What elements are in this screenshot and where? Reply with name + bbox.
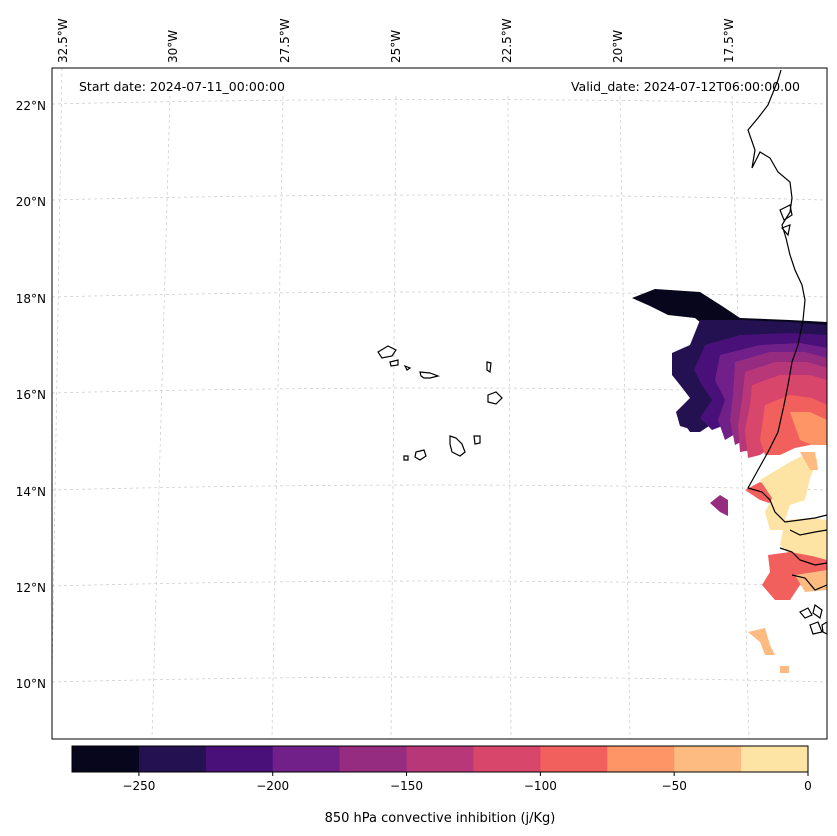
cape-verde-boa-vista [487, 391, 503, 405]
guinea-bissau-coast [779, 547, 828, 566]
cin-region-dark-edge [676, 412, 700, 432]
lat-label-10n: 10°N [16, 677, 46, 691]
map-border [51, 67, 828, 740]
lon-label-20w: 20°W [611, 30, 625, 63]
colorbar-swatch [674, 746, 742, 772]
cape-verde-brava [403, 455, 409, 461]
colorbar-swatch [473, 746, 541, 772]
parallel-18n [51, 291, 828, 298]
cin-region-peach-small [748, 628, 775, 655]
parallel-12n [51, 580, 828, 587]
parallel-16n [51, 387, 828, 394]
colorbar-swatch [205, 746, 274, 772]
lat-label-20n: 20°N [16, 195, 46, 209]
colorbar-swatch [406, 746, 474, 772]
colorbar-swatch [607, 746, 675, 772]
lon-label-25w: 25°W [389, 30, 403, 63]
meridian-22-5w [507, 95, 512, 740]
cape-verde-sao-vicente [389, 359, 399, 367]
parallel-22n [51, 99, 828, 105]
meridian-30w [151, 95, 171, 740]
valid-date-annotation: Valid_date: 2024-07-12T06:00:00.00 [571, 79, 800, 94]
colorbar-tick-label: −250 [122, 779, 155, 793]
graticule [51, 67, 828, 740]
lat-label-18n: 18°N [16, 292, 46, 306]
cape-verde-sal [486, 361, 492, 374]
colorbar-tick-label: −200 [256, 779, 289, 793]
colorbar-tick-label: −150 [390, 779, 423, 793]
parallel-20n [51, 194, 828, 201]
parallel-10n [51, 676, 828, 683]
colorbar-swatch [741, 746, 809, 772]
cin-region-peach-south [800, 452, 818, 470]
colorbar-label: 850 hPa convective inhibition (j/Kg) [325, 811, 556, 826]
cape-verde-santiago [449, 435, 466, 457]
cape-verde-santo-antao [377, 345, 397, 359]
cape-verde-maio [473, 435, 481, 445]
cin-region-peach-coast [795, 570, 827, 592]
colorbar-tick-label: −100 [524, 779, 557, 793]
colorbar-swatch [72, 746, 140, 772]
lon-label-30w: 30°W [166, 30, 180, 63]
latitude-labels: 22°N 20°N 18°N 16°N 14°N 12°N 10°N [16, 99, 46, 691]
start-date-annotation: Start date: 2024-07-11_00:00:00 [79, 79, 285, 94]
cin-region-orange [790, 412, 827, 445]
colorbar: −250 −200 −150 −100 −50 0 [71, 745, 812, 793]
longitude-labels: 32.5°W 30°W 27.5°W 25°W 22.5°W 20°W 17.5… [56, 18, 736, 63]
parallel-14n [51, 484, 828, 491]
africa-coastline [747, 69, 828, 523]
cin-field [632, 289, 827, 673]
lon-label-27-5w: 27.5°W [278, 18, 292, 63]
colorbar-swatch [138, 746, 207, 772]
colorbar-tick-label: 0 [804, 779, 812, 793]
meridian-25w [390, 95, 397, 740]
lat-label-12n: 12°N [16, 581, 46, 595]
cape-verde-santa-luzia [403, 364, 412, 371]
lon-label-17-5w: 17.5°W [722, 18, 736, 63]
colorbar-tick-label: −50 [662, 779, 687, 793]
coastlines [377, 69, 828, 635]
meridian-27-5w [271, 95, 284, 740]
guinea-coast [791, 574, 828, 591]
banc-arguin-islands [779, 204, 793, 237]
meridian-20w [619, 95, 631, 740]
lat-label-22n: 22°N [16, 99, 46, 113]
lat-label-14n: 14°N [16, 485, 46, 499]
lat-label-16n: 16°N [16, 388, 46, 402]
cin-region-peach-tiny [780, 666, 789, 673]
colorbar-swatch [540, 746, 608, 772]
colorbar-swatch [339, 746, 408, 772]
meridian-17-5w [731, 95, 750, 740]
colorbar-border [71, 745, 809, 773]
lon-label-32-5w: 32.5°W [56, 18, 70, 63]
gambia-coast [789, 529, 828, 536]
meridian-32-5w [51, 67, 63, 681]
lon-label-22-5w: 22.5°W [500, 18, 514, 63]
cape-verde-sao-nicolau [419, 371, 441, 379]
cin-region-isolated-magenta [710, 495, 728, 516]
colorbar-swatch [272, 746, 341, 772]
bijagos-islands [799, 603, 828, 635]
cape-verde-fogo [414, 449, 427, 461]
